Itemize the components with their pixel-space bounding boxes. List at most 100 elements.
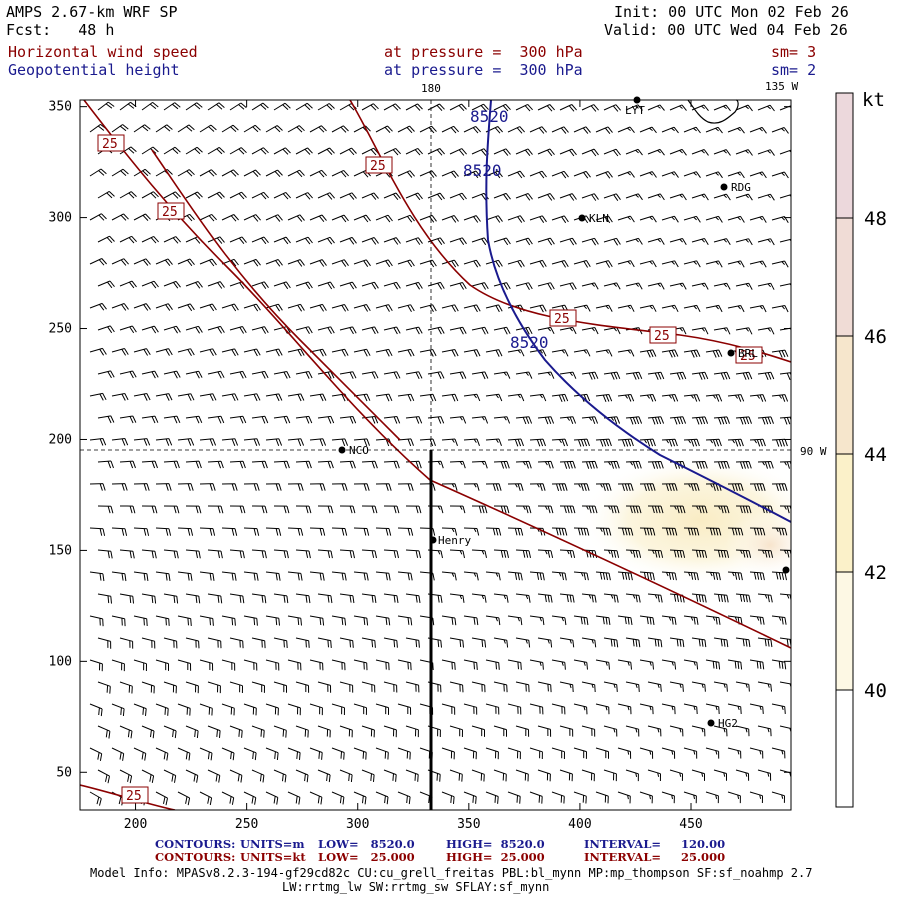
- wind-barb: [331, 483, 348, 491]
- wind-barb: [507, 571, 523, 581]
- wind-barb: [449, 725, 463, 738]
- wind-barb: [397, 615, 413, 626]
- wind-barb: [331, 348, 349, 357]
- wind-barb: [199, 571, 215, 581]
- colorbar-unit: kt: [862, 89, 885, 111]
- wind-barb: [375, 214, 393, 223]
- wind-barb: [317, 549, 333, 559]
- wind-barb: [309, 527, 326, 536]
- wind-barb: [119, 505, 136, 514]
- wind-barb: [309, 214, 327, 223]
- wind-barb: [229, 102, 247, 111]
- wind-barb: [427, 237, 445, 245]
- wind-barb: [163, 325, 181, 334]
- wind-barb: [485, 215, 503, 223]
- wind-barb: [617, 260, 635, 268]
- wind-barb: [383, 460, 400, 469]
- wind-barb: [141, 101, 159, 111]
- wind-barb: [133, 124, 151, 133]
- wind-contour-upper: [349, 100, 791, 363]
- wind-barb: [111, 571, 127, 582]
- wind-barb: [705, 349, 723, 358]
- wind-barb: [537, 104, 555, 112]
- wind-barb: [229, 769, 243, 783]
- wind-barb: [713, 725, 728, 737]
- wind-barb: [683, 260, 701, 268]
- wind-barb: [221, 393, 239, 402]
- wind-barb: [537, 282, 555, 290]
- wind-barb: [155, 438, 173, 446]
- wind-barb: [537, 769, 551, 782]
- wind-barb: [331, 438, 349, 447]
- wind-barb: [661, 215, 679, 223]
- wind-barb: [353, 304, 371, 312]
- wind-barb: [515, 681, 530, 693]
- wind-barb: [735, 193, 753, 201]
- wind-barb: [493, 681, 508, 693]
- x-tick-label: 450: [679, 817, 702, 832]
- wind-barb: [581, 593, 597, 603]
- wind-barb: [713, 238, 731, 246]
- y-tick-label: 200: [49, 432, 72, 447]
- wind-barb: [419, 214, 437, 223]
- wind-barb: [449, 103, 467, 112]
- wind-barb: [757, 769, 772, 781]
- wind-barb: [273, 549, 289, 559]
- wind-barb: [625, 681, 640, 692]
- svg-text:KLN: KLN: [589, 212, 609, 225]
- wind-barb: [683, 571, 699, 581]
- wind-barb: [331, 703, 345, 716]
- wind-barb: [727, 747, 742, 759]
- wind-barb: [441, 527, 458, 536]
- wind-barb: [735, 327, 753, 335]
- wind-barb: [551, 747, 565, 760]
- wind-barb: [617, 615, 633, 625]
- wind-barb: [207, 415, 225, 424]
- wind-barb: [529, 703, 544, 715]
- wind-barb: [221, 659, 236, 671]
- wind-barb: [353, 214, 371, 223]
- wind-barb: [119, 549, 135, 559]
- wind-barb: [141, 505, 158, 514]
- wind-barb: [735, 593, 751, 603]
- wind-barb: [375, 348, 393, 357]
- wind-barb: [727, 438, 744, 447]
- wind-barb: [449, 282, 467, 290]
- wind-barb: [339, 769, 353, 783]
- wind-barb: [243, 571, 259, 581]
- wind-barb: [669, 681, 684, 692]
- wind-barb: [573, 791, 587, 804]
- wind-barb: [573, 260, 591, 268]
- wind-barb: [155, 703, 169, 716]
- wind-barb: [603, 237, 621, 246]
- wind-barb: [573, 747, 587, 759]
- wind-barb: [595, 791, 609, 804]
- wind-barb: [493, 103, 511, 112]
- wind-barb: [331, 304, 349, 312]
- colorbar-band-6: [836, 93, 853, 218]
- wind-barb: [757, 416, 774, 425]
- wind-barb: [661, 304, 679, 313]
- wind-barb: [397, 703, 412, 715]
- wind-barb: [111, 659, 125, 672]
- wind-barb: [529, 126, 547, 134]
- wind-barb: [375, 703, 389, 715]
- wind-barb: [97, 725, 111, 739]
- wind-barb: [595, 615, 611, 625]
- wind-barb: [177, 438, 195, 446]
- wind-barb: [251, 637, 266, 649]
- wind-barb: [463, 304, 481, 313]
- wind-barb: [441, 304, 459, 313]
- wind-barb: [405, 281, 423, 290]
- svg-text:BRL: BRL: [738, 347, 758, 360]
- wind-barb: [647, 593, 663, 603]
- wind-barb: [361, 549, 377, 559]
- wind-barb: [537, 193, 555, 201]
- wind-barb: [617, 483, 634, 492]
- wind-barb: [397, 791, 411, 805]
- wind-barb: [449, 416, 467, 424]
- wind-barb: [375, 304, 393, 312]
- wind-barb: [397, 259, 415, 268]
- wind-barb: [265, 125, 283, 133]
- wind-barb: [507, 747, 521, 760]
